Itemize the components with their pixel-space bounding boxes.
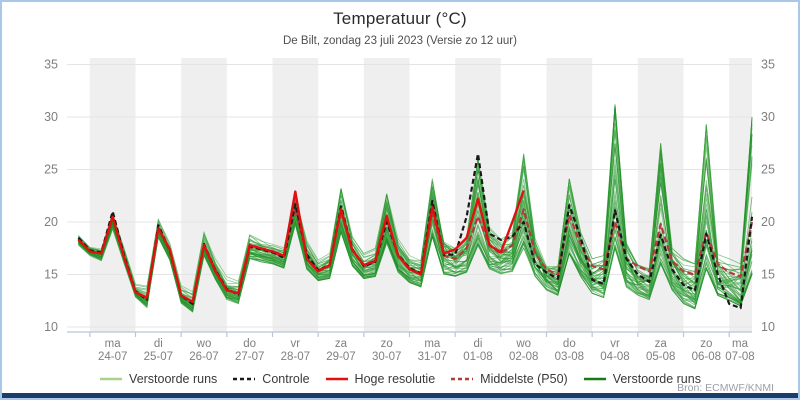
x-axis-date-label: 31-07 [418, 351, 447, 363]
x-axis-day-label: za [655, 338, 668, 350]
legend-swatch-line [583, 377, 606, 381]
legend-item: Hoge resolutie [325, 372, 436, 386]
chart-subtitle: De Bilt, zondag 23 juli 2023 (Versie zo … [283, 35, 517, 47]
x-axis-date-label: 29-07 [326, 351, 355, 363]
legend-swatch-line [325, 377, 348, 381]
series-line-controle [77, 152, 754, 310]
ensemble-member-line [78, 208, 753, 312]
series-line-hoge-resolutie [77, 190, 525, 303]
legend-label: Hoge resolutie [354, 372, 436, 386]
x-axis-day-label: vr [610, 338, 620, 350]
legend-item: Verstoorde runs [583, 372, 701, 386]
x-axis-day-label: wo [515, 338, 531, 350]
ensemble-member-line [78, 160, 753, 301]
legend-swatch-line [451, 377, 474, 381]
x-axis-date-label: 06-08 [692, 351, 721, 363]
y-axis-label-left: 10 [44, 320, 58, 334]
bottom-bar [2, 393, 798, 398]
x-axis-date-label: 05-08 [646, 351, 675, 363]
x-axis-date-label: 27-07 [235, 351, 264, 363]
chart-title: Temperatuur (°C) [333, 9, 467, 28]
ensemble-member-line [78, 165, 753, 313]
legend-label: Verstoorde runs [612, 372, 701, 386]
x-axis-day-label: zo [700, 338, 712, 350]
x-axis-day-label: do [563, 338, 576, 350]
legend-item: Middelste (P50) [450, 372, 568, 386]
y-axis-label-right: 35 [761, 58, 775, 72]
x-axis-day-label: wo [196, 338, 212, 350]
x-axis-day-label: ma [424, 338, 441, 350]
x-axis-date-label: 07-08 [725, 351, 754, 363]
y-axis-label-right: 20 [761, 215, 775, 229]
y-axis-label-left: 15 [44, 268, 58, 282]
day-band [89, 58, 136, 332]
x-axis-date-label: 24-07 [98, 351, 127, 363]
source-credit: Bron: ECMWF/KNMI [677, 382, 774, 394]
day-band [455, 58, 501, 332]
y-axis-label-right: 25 [761, 163, 775, 177]
ensemble-member-line [78, 157, 753, 304]
legend-swatch-line [100, 377, 123, 381]
y-axis-label-left: 35 [44, 58, 58, 72]
x-axis-date-label: 03-08 [555, 351, 584, 363]
y-axis-label-left: 20 [44, 215, 58, 229]
legend-item: Verstoorde runs [99, 372, 217, 386]
x-axis-date-label: 25-07 [144, 351, 173, 363]
day-band [729, 58, 752, 332]
ensemble-member-line [78, 116, 753, 311]
x-axis-day-label: vr [291, 338, 301, 350]
x-axis-day-label: ma [105, 338, 122, 350]
legend-label: Controle [262, 372, 310, 386]
x-axis-date-label: 02-08 [509, 351, 538, 363]
x-axis-date-label: 26-07 [189, 351, 218, 363]
y-axis-label-left: 30 [44, 110, 58, 124]
y-axis-label-right: 30 [761, 110, 775, 124]
legend-swatch-line [233, 377, 256, 381]
x-axis-day-label: di [474, 338, 483, 350]
x-axis-day-label: za [335, 338, 348, 350]
day-band [181, 58, 227, 332]
legend: Verstoorde runs Controle Hoge resolutie Mid… [2, 372, 798, 386]
y-axis-label-right: 15 [761, 268, 775, 282]
x-axis-day-label: di [154, 338, 163, 350]
x-axis-day-label: ma [732, 338, 749, 350]
x-axis-date-label: 28-07 [281, 351, 310, 363]
y-axis-label-right: 10 [761, 320, 775, 334]
x-axis-date-label: 01-08 [463, 351, 492, 363]
x-axis-date-label: 04-08 [600, 351, 629, 363]
legend-label: Middelste (P50) [480, 372, 568, 386]
legend-item: Controle [232, 372, 310, 386]
x-axis-day-label: zo [381, 338, 393, 350]
legend-label: Verstoorde runs [129, 372, 218, 386]
x-axis-date-label: 30-07 [372, 351, 401, 363]
x-axis-day-label: do [243, 338, 256, 350]
y-axis-label-left: 25 [44, 163, 58, 177]
